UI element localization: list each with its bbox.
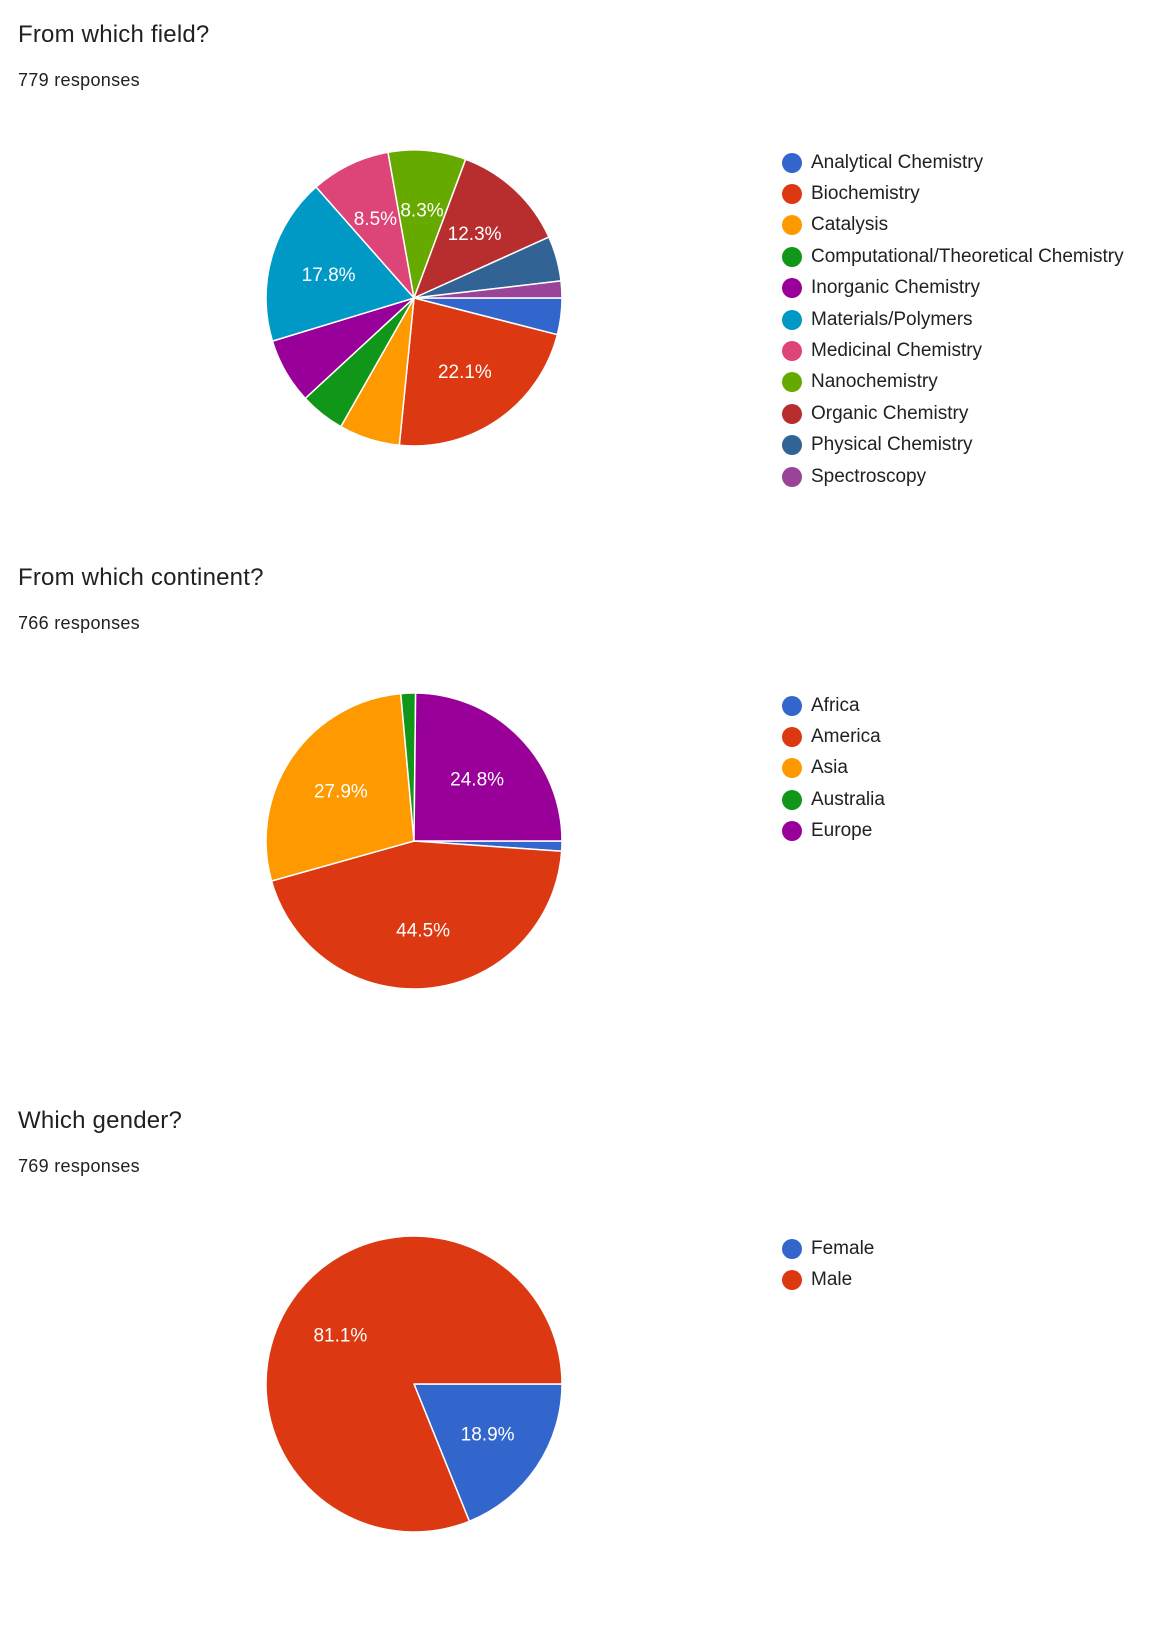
legend-item-physical-chemistry[interactable]: Physical Chemistry	[782, 430, 1124, 461]
legend-swatch	[782, 727, 802, 748]
response-count: 779 responses	[18, 70, 140, 90]
question-title: From which continent?	[18, 564, 264, 591]
legend-item-female[interactable]: Female	[782, 1233, 874, 1264]
legend-label: Spectroscopy	[811, 465, 927, 487]
legend-swatch	[782, 1238, 802, 1259]
pie-slice-organic-chemistry[interactable]	[413, 158, 550, 299]
slice-label-america: 44.5%	[396, 920, 450, 941]
legend-label: Inorganic Chemistry	[811, 277, 980, 299]
legend-label: Medicinal Chemistry	[811, 340, 983, 362]
response-count: 766 responses	[18, 613, 140, 633]
pie-slice-female[interactable]	[413, 1383, 563, 1523]
legend-item-spectroscopy[interactable]: Spectroscopy	[782, 461, 1124, 492]
slice-label-biochemistry: 22.1%	[438, 362, 492, 383]
pie-slice-america[interactable]	[270, 840, 563, 990]
legend-swatch	[782, 278, 802, 299]
legend-item-male[interactable]: Male	[782, 1264, 874, 1295]
chart-section-gender: Which gender? 769 responses 18.9% 81.1% F…	[0, 1086, 1151, 1629]
legend-swatch	[782, 821, 802, 842]
legend-item-analytical-chemistry[interactable]: Analytical Chemistry	[782, 147, 1124, 178]
legend-swatch	[782, 152, 802, 173]
slice-label-asia: 27.9%	[314, 782, 368, 803]
chart-section-field: From which field? 779 responses 22.1% 17.…	[0, 0, 1151, 543]
legend-swatch	[782, 215, 802, 236]
legend-label: Europe	[811, 820, 873, 842]
slice-label-europe: 24.8%	[450, 770, 504, 791]
legend-gender: Female Male	[782, 1233, 874, 1296]
legend-swatch	[782, 372, 802, 393]
legend-label: Computational/Theoretical Chemistry	[811, 245, 1124, 267]
legend-label: America	[811, 726, 881, 748]
legend-swatch	[782, 309, 802, 330]
legend-label: Materials/Polymers	[811, 308, 973, 330]
pie-chart-field: 22.1% 17.8% 8.5% 8.3%12.3%	[265, 149, 563, 447]
slice-label-organic-chemistry: 12.3%	[448, 224, 502, 245]
legend-item-organic-chemistry[interactable]: Organic Chemistry	[782, 398, 1124, 429]
slice-label-materials-polymers: 17.8%	[302, 265, 356, 286]
legend-continent: Africa America Asia Australia Europe	[782, 690, 885, 847]
legend-label: Organic Chemistry	[811, 402, 969, 424]
legend-item-australia[interactable]: Australia	[782, 784, 885, 815]
pie-chart-continent: 44.5% 27.9% 24.8%	[265, 692, 563, 990]
legend-item-africa[interactable]: Africa	[782, 690, 885, 721]
slice-label-female: 18.9%	[461, 1425, 515, 1446]
legend-label: Female	[811, 1237, 875, 1259]
pie-chart-gender: 18.9% 81.1%	[265, 1235, 563, 1533]
legend-field: Analytical Chemistry Biochemistry Catalysi…	[782, 147, 1124, 492]
slice-label-medicinal-chemistry: 8.5%	[354, 209, 397, 230]
legend-item-asia[interactable]: Asia	[782, 753, 885, 784]
legend-label: Physical Chemistry	[811, 434, 973, 456]
legend-swatch	[782, 758, 802, 779]
legend-label: Catalysis	[811, 214, 889, 236]
legend-item-america[interactable]: America	[782, 721, 885, 752]
legend-swatch	[782, 403, 802, 424]
legend-label: Africa	[811, 694, 860, 716]
question-title: Which gender?	[18, 1107, 183, 1134]
legend-label: Male	[811, 1269, 853, 1291]
legend-item-materials-polymers[interactable]: Materials/Polymers	[782, 304, 1124, 335]
legend-swatch	[782, 1270, 802, 1291]
legend-label: Analytical Chemistry	[811, 151, 984, 173]
pie-slice-asia[interactable]	[265, 692, 415, 882]
question-title: From which field?	[18, 21, 210, 48]
legend-swatch	[782, 466, 802, 487]
response-count: 769 responses	[18, 1156, 140, 1176]
legend-swatch	[782, 695, 802, 716]
legend-swatch	[782, 789, 802, 810]
legend-swatch	[782, 435, 802, 456]
legend-item-computational-theoretical-chemistry[interactable]: Computational/Theoretical Chemistry	[782, 241, 1124, 272]
legend-swatch	[782, 246, 802, 267]
legend-item-biochemistry[interactable]: Biochemistry	[782, 178, 1124, 209]
legend-item-europe[interactable]: Europe	[782, 816, 885, 847]
legend-item-inorganic-chemistry[interactable]: Inorganic Chemistry	[782, 273, 1124, 304]
legend-item-medicinal-chemistry[interactable]: Medicinal Chemistry	[782, 335, 1124, 366]
legend-label: Australia	[811, 788, 885, 810]
legend-label: Nanochemistry	[811, 371, 938, 393]
slice-label-male: 81.1%	[313, 1325, 367, 1346]
legend-item-catalysis[interactable]: Catalysis	[782, 210, 1124, 241]
chart-section-continent: From which continent? 766 responses 44.5…	[0, 543, 1151, 1086]
pie-slice-europe[interactable]	[413, 692, 563, 842]
legend-swatch	[782, 341, 802, 362]
legend-item-nanochemistry[interactable]: Nanochemistry	[782, 367, 1124, 398]
legend-swatch	[782, 184, 802, 205]
legend-label: Biochemistry	[811, 183, 920, 205]
pie-slice-biochemistry[interactable]	[398, 297, 559, 447]
legend-label: Asia	[811, 757, 848, 779]
pie-slice-spectroscopy[interactable]	[413, 280, 563, 299]
slice-label-nanochemistry: 8.3%	[400, 201, 443, 222]
pie-slice-male[interactable]	[265, 1235, 563, 1533]
pie-slice-materials-polymers[interactable]	[265, 186, 415, 342]
